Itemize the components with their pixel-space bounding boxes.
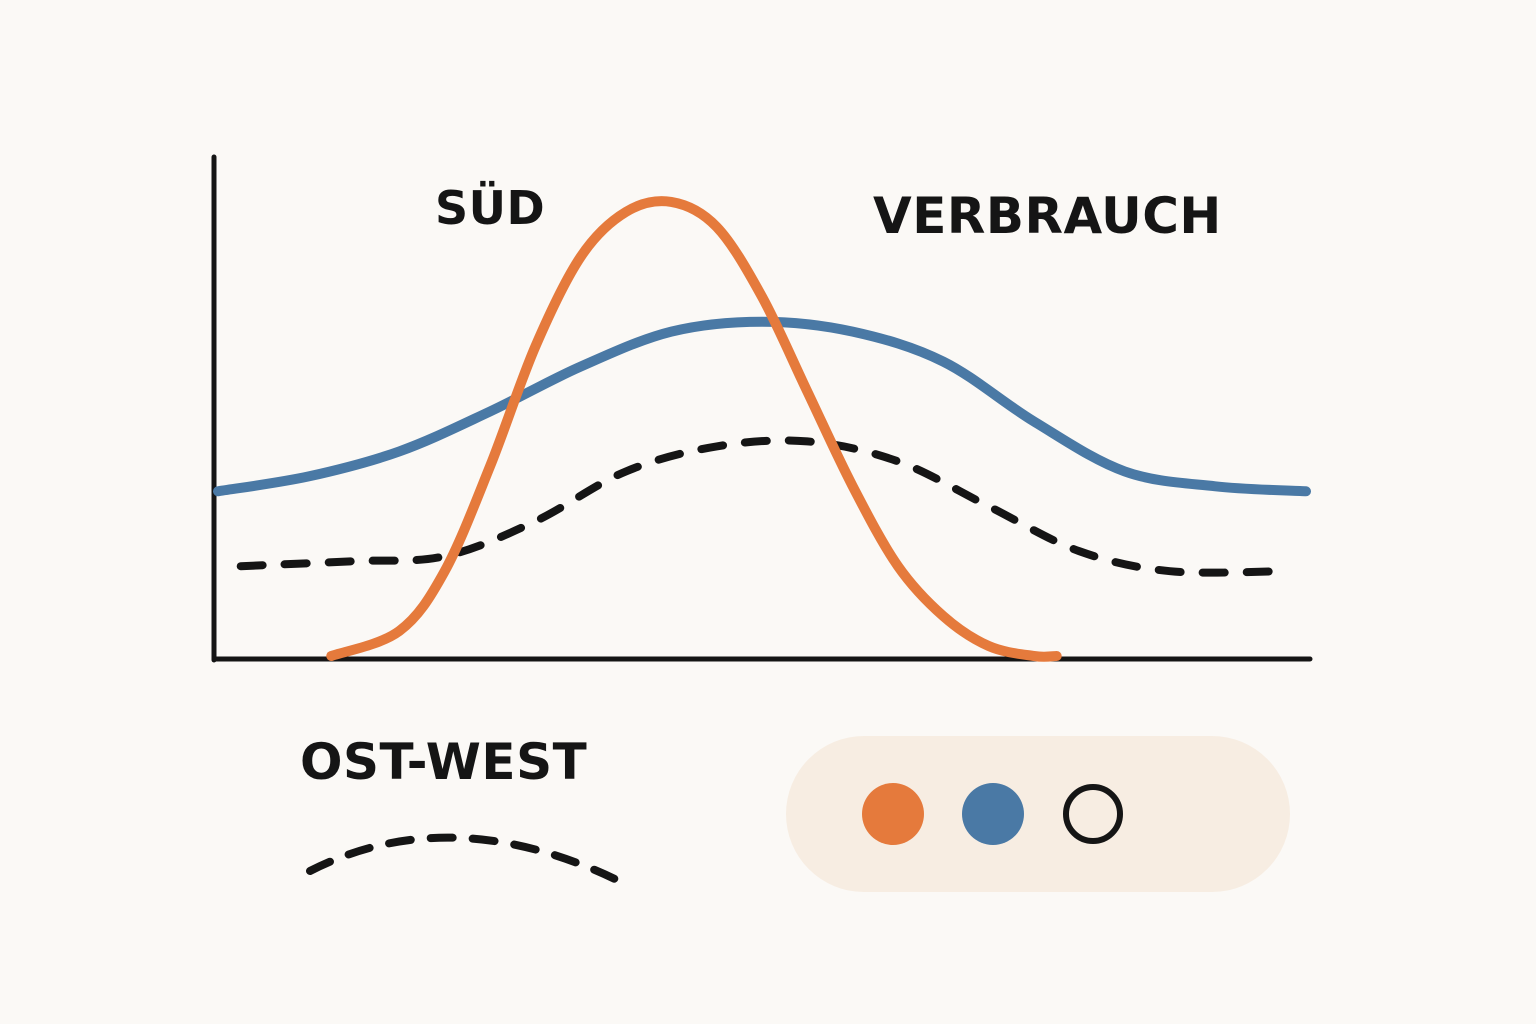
legend-dots [862,783,1123,845]
label-sued: SÜD [435,181,545,235]
legend-background [786,736,1290,892]
series-line-sued [326,196,1062,662]
legend-dot-verbrauch [962,783,1024,845]
label-ost-west: OST-WEST [300,733,587,791]
legend-dot-ost-west [1063,784,1123,844]
series-line-ost-west [236,436,1288,577]
label-verbrauch: VERBRAUCH [873,187,1222,245]
series-line-verbrauch [213,316,1311,497]
legend-dot-sued [862,783,924,845]
series-layer [213,196,1311,662]
legend [786,736,1290,892]
ost-west-sample-line [306,833,621,884]
